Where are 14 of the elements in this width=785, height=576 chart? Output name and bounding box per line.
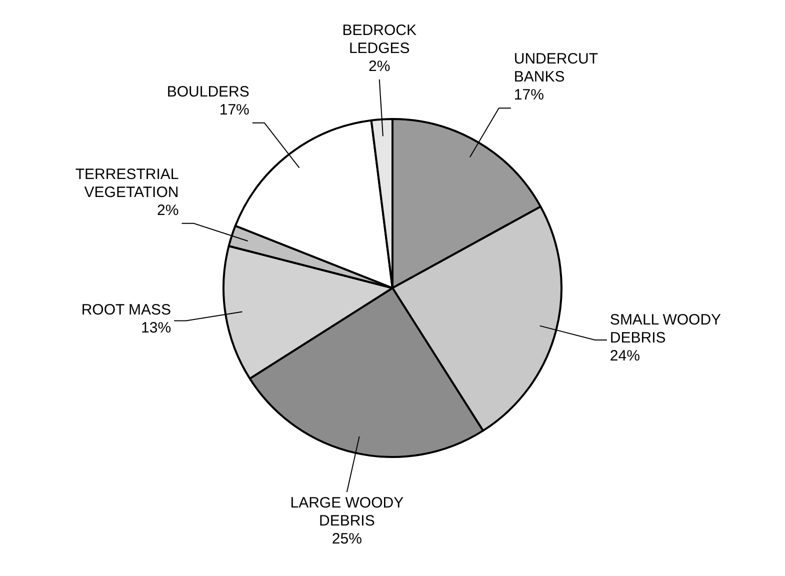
data-label: 2%: [368, 58, 390, 76]
slice-label: BOULDERS: [166, 84, 250, 100]
data-label: 25%: [332, 530, 362, 548]
slice-label: LARGE WOODY DEBRIS: [290, 494, 404, 530]
slice-label: ROOT MASS: [81, 301, 172, 318]
slice-label: TERRESTRIAL VEGETATION: [75, 166, 179, 202]
data-label: 2%: [157, 202, 179, 220]
data-label: 17%: [514, 86, 544, 104]
slice-label: SMALL WOODY DEBRIS: [610, 312, 722, 347]
data-label: 13%: [141, 319, 172, 336]
slice-label: BEDROCK LEDGES: [342, 22, 416, 58]
data-label: 17%: [219, 102, 250, 118]
data-label: 24%: [610, 348, 640, 365]
slice-label: UNDERCUT BANKS: [514, 50, 598, 86]
